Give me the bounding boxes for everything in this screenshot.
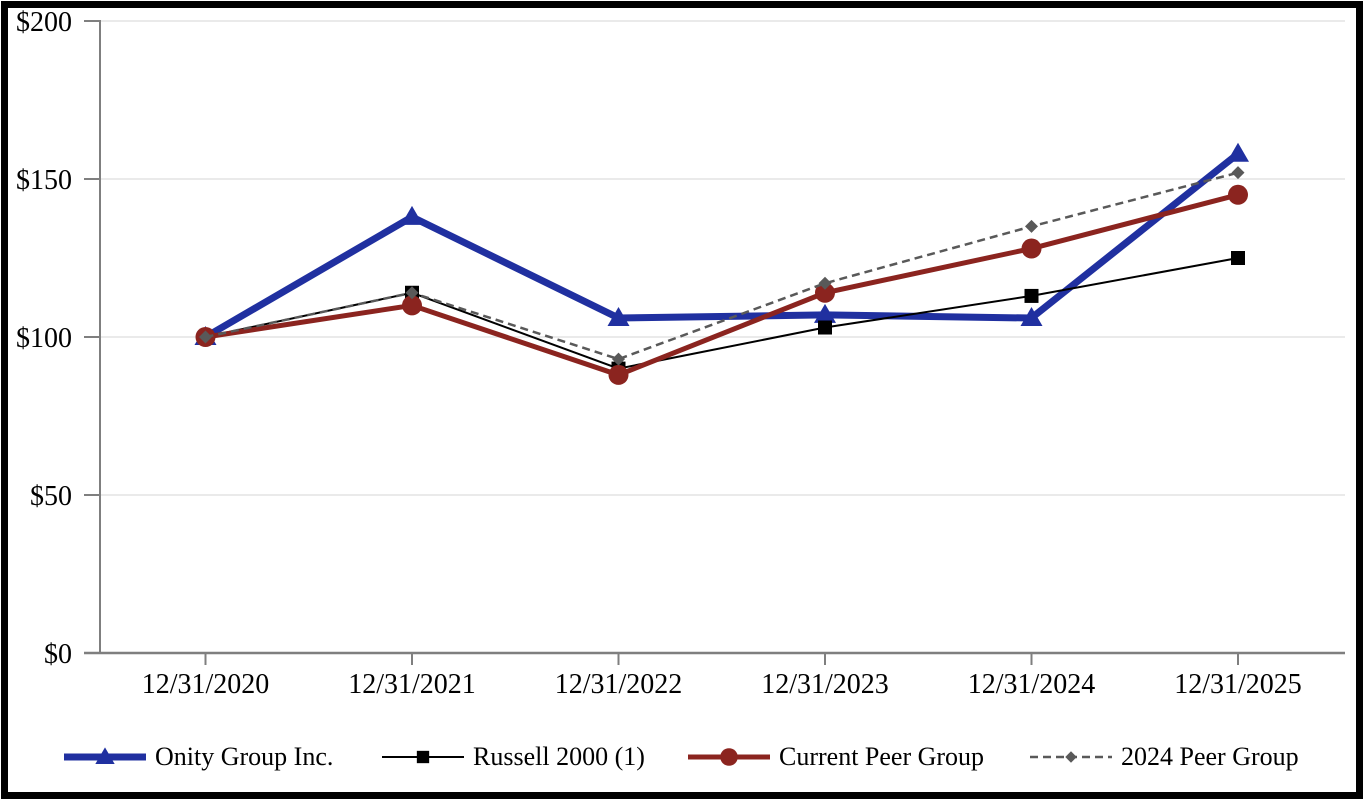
peer-2024-line-swatch-icon <box>1030 751 1112 763</box>
legend-item-russell-2000: Russell 2000 (1) <box>382 737 645 777</box>
svg-text:12/31/2024: 12/31/2024 <box>968 669 1096 700</box>
svg-text:12/31/2022: 12/31/2022 <box>555 669 683 700</box>
legend-item-onity-group: Onity Group Inc. <box>64 737 333 777</box>
svg-text:$150: $150 <box>16 165 72 196</box>
russell-line-swatch-icon <box>382 750 464 764</box>
y-axis-labels: $0 $50 $100 $150 $200 <box>16 7 100 670</box>
current-peer-line-swatch-icon <box>688 748 770 766</box>
series-current-peer-group <box>195 184 1248 385</box>
x-axis-labels: 12/31/2020 12/31/2021 12/31/2022 12/31/2023… <box>142 653 1302 700</box>
gridlines <box>100 20 1345 496</box>
legend-label-current-peer-group: Current Peer Group <box>779 742 985 771</box>
svg-text:$100: $100 <box>16 323 72 354</box>
svg-text:$50: $50 <box>30 481 72 512</box>
svg-text:12/31/2020: 12/31/2020 <box>142 669 270 700</box>
legend-item-current-peer-group: Current Peer Group <box>688 737 984 777</box>
series-2024-peer-group <box>199 166 1245 366</box>
svg-text:12/31/2025: 12/31/2025 <box>1174 669 1302 700</box>
svg-text:$0: $0 <box>44 639 72 670</box>
legend-label-russell-2000: Russell 2000 (1) <box>473 742 645 771</box>
svg-text:$200: $200 <box>16 7 72 38</box>
svg-text:12/31/2021: 12/31/2021 <box>348 669 476 700</box>
legend-label-2024-peer-group: 2024 Peer Group <box>1121 742 1299 771</box>
svg-text:12/31/2023: 12/31/2023 <box>761 669 889 700</box>
legend-item-2024-peer-group: 2024 Peer Group <box>1030 737 1299 777</box>
legend-label-onity-group: Onity Group Inc. <box>155 742 334 771</box>
onity-line-swatch-icon <box>64 747 146 765</box>
chart-legend: Onity Group Inc. Russell 2000 (1) Curren… <box>0 737 1364 777</box>
